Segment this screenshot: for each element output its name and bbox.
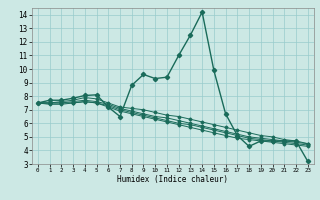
X-axis label: Humidex (Indice chaleur): Humidex (Indice chaleur): [117, 175, 228, 184]
